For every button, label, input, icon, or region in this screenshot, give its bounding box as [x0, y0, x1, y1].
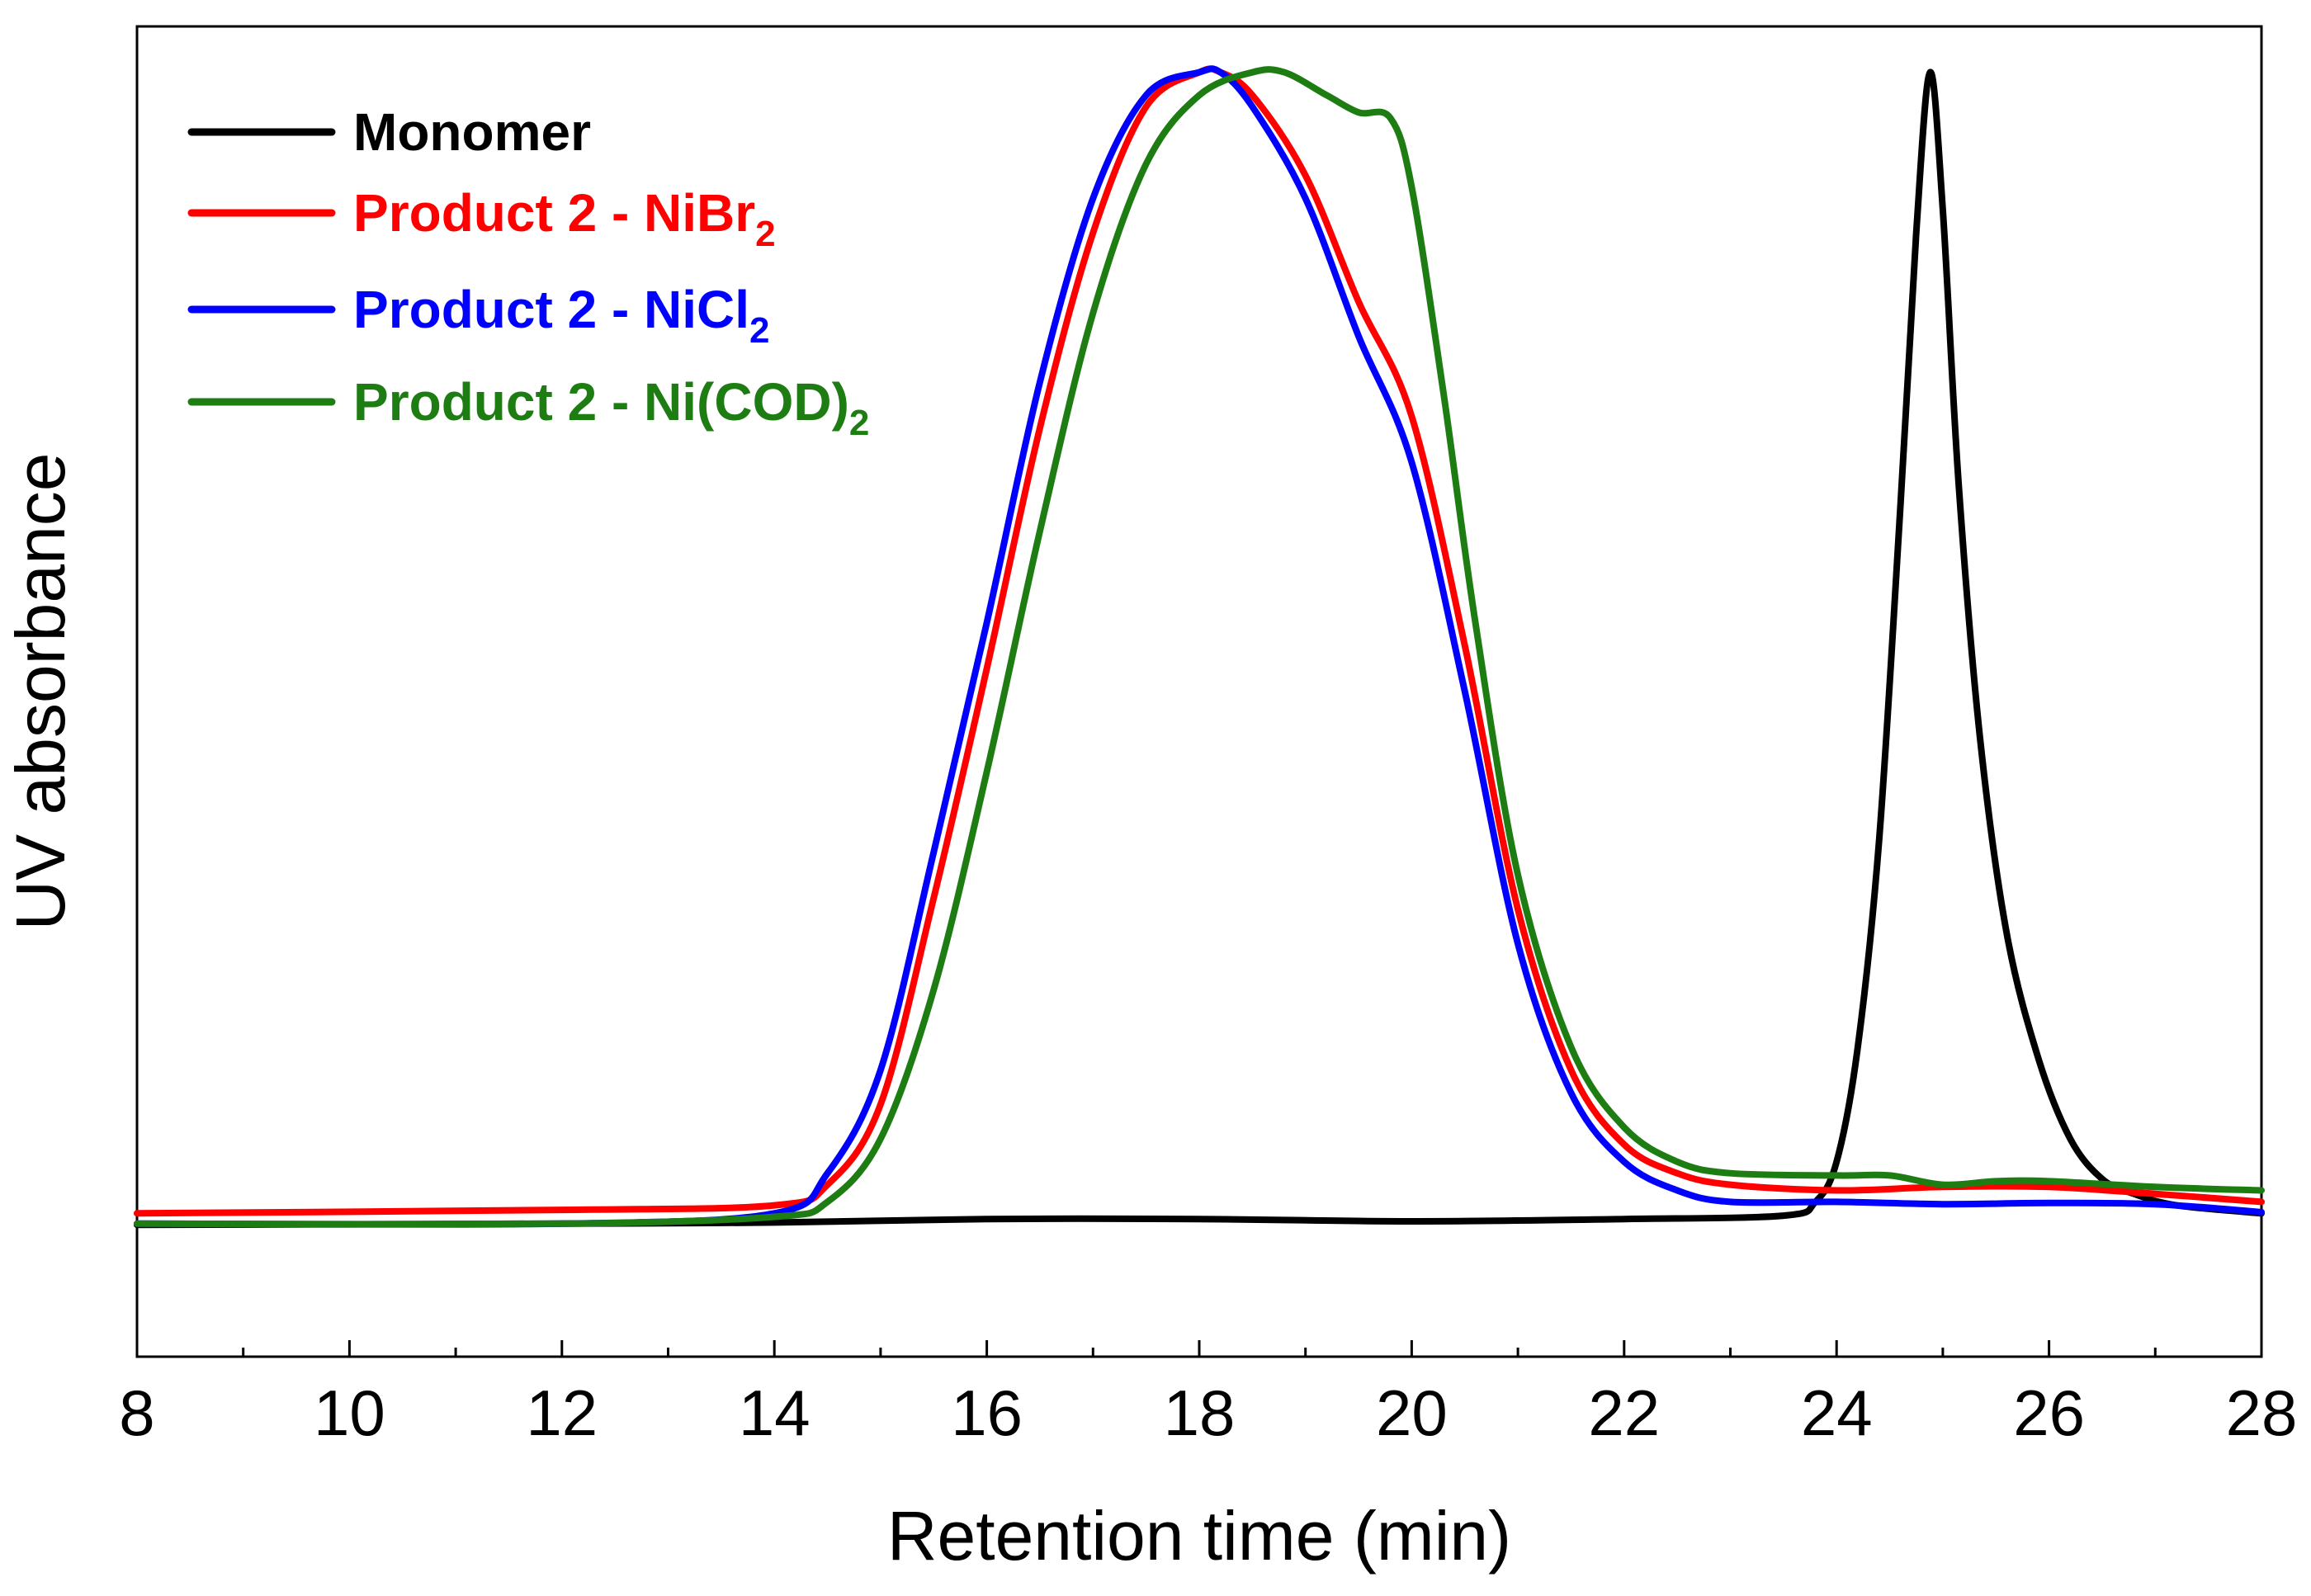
series-line-product-2-ni-cod-2 — [134, 66, 2265, 1228]
x-axis-title: Retention time (min) — [887, 1497, 1511, 1575]
x-tick-label: 16 — [951, 1376, 1023, 1449]
x-tick-label: 26 — [2013, 1376, 2085, 1449]
legend-label-monomer: Monomer — [353, 102, 591, 162]
x-tick-label: 28 — [2226, 1376, 2298, 1449]
x-axis-ticks: 8 10 12 14 16 18 20 22 24 26 28 — [119, 1340, 2297, 1449]
x-tick-label: 8 — [119, 1376, 154, 1449]
series-line-product-2-nicl2 — [134, 65, 2265, 1228]
x-tick-label: 18 — [1164, 1376, 1236, 1449]
legend: Monomer Product 2 - NiBr2 Product 2 - NiCl… — [187, 102, 869, 443]
x-tick-label: 12 — [526, 1376, 598, 1449]
series-layer — [134, 65, 2265, 1229]
series-line-product-2-nibr2 — [134, 65, 2265, 1217]
y-axis-title: UV absorbance — [2, 452, 79, 930]
legend-label-product-2-ni-cod-2: Product 2 - Ni(COD)2 — [353, 372, 869, 443]
x-tick-label: 20 — [1376, 1376, 1448, 1449]
x-tick-label: 22 — [1588, 1376, 1660, 1449]
x-tick-label: 10 — [314, 1376, 385, 1449]
series-line-monomer — [134, 68, 2265, 1229]
x-tick-label: 14 — [739, 1376, 811, 1449]
legend-label-product-2-nibr2: Product 2 - NiBr2 — [353, 183, 776, 254]
x-tick-label: 24 — [1801, 1376, 1873, 1449]
legend-label-product-2-nicl2: Product 2 - NiCl2 — [353, 280, 770, 351]
